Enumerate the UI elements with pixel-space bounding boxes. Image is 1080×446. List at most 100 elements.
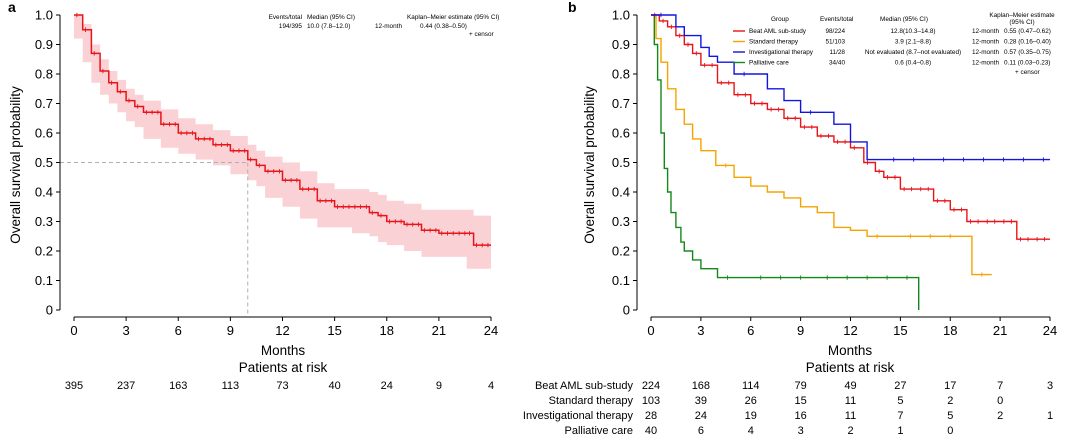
b-risk-count: 2 — [997, 410, 1003, 422]
a-legend-median: 10.0 (7.8–12.0) — [307, 23, 350, 30]
a-censor-note: + censor — [469, 31, 495, 38]
a-x-tick-label: 21 — [432, 323, 446, 338]
b-series-beat-aml-sub-study-censor-mark — [835, 139, 840, 145]
b-legend: Group Events/total Median (95% CI) Kapla… — [733, 12, 1055, 76]
b-series-beat-aml-sub-study-censor-mark — [852, 145, 857, 150]
b-x-tick-label: 24 — [1043, 323, 1057, 338]
a-legend-events-header: Events/total — [269, 14, 302, 21]
b-series-beat-aml-sub-study-censor-mark — [685, 42, 691, 47]
a-series-censor-mark — [346, 204, 352, 209]
a-x-tick-label: 18 — [380, 323, 394, 338]
a-survival-curves — [74, 12, 491, 248]
a-risk-count: 40 — [329, 380, 341, 392]
b-series-beat-aml-sub-study-censor-mark — [768, 107, 774, 112]
a-series-censor-mark — [398, 219, 404, 224]
a-series-censor-mark — [341, 204, 346, 209]
a-y-tick-label: 0.4 — [35, 185, 53, 200]
b-risk-count: 114 — [742, 380, 760, 392]
a-series-censor-mark — [242, 148, 247, 153]
a-legend: Events/total Median (95% CI) Kaplan–Meie… — [269, 14, 500, 38]
a-series-censor-mark — [196, 136, 201, 142]
a-risk-count: 395 — [65, 380, 83, 392]
a-series-censor-mark — [393, 219, 398, 224]
a-series-censor-mark — [416, 222, 421, 227]
a-series-censor-mark — [404, 222, 410, 227]
b-x-tick-label: 12 — [843, 323, 857, 338]
b-risk-count: 28 — [645, 410, 657, 422]
a-series-censor-mark — [202, 136, 207, 142]
b-series-beat-aml-sub-study-censor-mark — [992, 219, 997, 224]
b-risk-count: 2 — [947, 395, 953, 407]
b-legend-group: Investigational therapy — [749, 49, 814, 56]
b-x-tick-label: 15 — [893, 323, 907, 338]
b-x-tick-label: 3 — [697, 323, 704, 338]
b-risk-count: 0 — [997, 395, 1003, 407]
a-y-tick-label: 0.6 — [35, 126, 53, 141]
b-series-investigational-therapy-censor-mark — [741, 71, 747, 77]
b-series-beat-aml-sub-study-censor-mark — [926, 186, 931, 192]
b-series-investigational-therapy-censor-mark — [658, 12, 664, 18]
a-y-tick-label: 0 — [46, 303, 53, 318]
b-series-investigational-therapy-censor-mark — [941, 157, 946, 162]
b-series-beat-aml-sub-study-censor-mark — [865, 160, 870, 165]
b-legend-timepoint: 12-month — [972, 49, 999, 56]
b-series-beat-aml-sub-study-censor-mark — [793, 116, 798, 121]
b-risk-count: 168 — [692, 380, 710, 392]
b-legend-events: 98/224 — [825, 28, 845, 35]
a-series-censor-mark — [329, 198, 334, 204]
a-series-censor-mark — [213, 142, 219, 147]
b-risk-count: 79 — [795, 380, 807, 392]
b-risk-count: 7 — [997, 380, 1003, 392]
b-risk-count: 11 — [845, 410, 856, 422]
b-legend-rows: Beat AML sub-study 98/224 12.8(10.3–14.8) 1… — [733, 28, 1051, 67]
a-y-tick-label: 0.8 — [35, 67, 53, 82]
a-series-censor-mark — [92, 51, 97, 56]
a-y-tick-label: 0.5 — [35, 155, 53, 170]
b-risk-count: 11 — [845, 395, 856, 407]
a-series-censor-mark — [248, 157, 253, 162]
a-series-censor-mark — [300, 186, 305, 192]
b-legend-median: 3.9 (2.1–8.8) — [895, 39, 931, 46]
b-risk-count: 1 — [1047, 410, 1053, 422]
a-series-censor-mark — [236, 148, 242, 153]
b-legend-km-header-1: Kaplan–Meier estimate — [989, 12, 1055, 19]
b-series-palliative-care-censor-mark — [725, 275, 730, 280]
b-legend-events-header: Events/total — [820, 16, 853, 23]
b-y-tick-label: 0.8 — [612, 67, 630, 82]
b-y-tick-label: 0.3 — [612, 214, 630, 229]
b-risk-count: 17 — [944, 380, 956, 392]
a-series-censor-mark — [173, 121, 178, 127]
b-series-beat-aml-sub-study-censor-mark — [752, 101, 757, 106]
b-risk-row-label: Investigational therapy — [523, 410, 634, 422]
a-series-censor-mark — [433, 228, 439, 233]
a-confidence-band — [74, 15, 491, 269]
a-risk-count: 9 — [436, 380, 442, 392]
b-y-tick-label: 0.1 — [612, 273, 630, 288]
a-risk-table: 395 237 163 113 73 40 24 9 4 — [65, 380, 494, 392]
a-series-censor-mark — [358, 204, 363, 209]
b-y-tick-label: 0.4 — [612, 185, 630, 200]
a-y-tick-label: 0.9 — [35, 37, 53, 52]
b-legend-km: 0.28 (0.16–0.40) — [1004, 39, 1051, 46]
b-series-beat-aml-sub-study-censor-mark — [951, 207, 957, 212]
b-axes: 0 0.1 0.2 0.3 0.4 0.5 0.6 0.7 0.8 0.9 1.0 0 3 6 9 12 15 1… — [612, 8, 1057, 339]
b-legend-group-header: Group — [771, 16, 789, 23]
b-legend-group: Palliative care — [749, 60, 789, 67]
a-risk-count: 4 — [488, 380, 494, 392]
b-risk-row-label: Beat AML sub-study — [535, 380, 634, 392]
a-series-censor-mark — [118, 89, 123, 94]
b-censor-note: + censor — [1015, 69, 1041, 76]
b-series-palliative-care-censor-mark — [798, 275, 803, 280]
a-series-censor-mark — [190, 130, 195, 136]
b-risk-count: 40 — [645, 425, 657, 437]
a-series-censor-mark — [352, 204, 358, 209]
b-series-beat-aml-sub-study-censor-mark — [759, 101, 765, 106]
a-series-censor-mark — [467, 231, 472, 236]
panel-label-b: b — [568, 0, 577, 15]
b-series-standard-therapy-censor-mark — [723, 163, 729, 168]
a-x-tick-label: 15 — [327, 323, 341, 338]
b-legend-median: 12.8(10.3–14.8) — [890, 28, 935, 35]
a-series-censor-mark — [100, 68, 106, 74]
a-y-tick-label: 0.2 — [35, 244, 53, 259]
a-series-censor-mark — [410, 222, 415, 227]
